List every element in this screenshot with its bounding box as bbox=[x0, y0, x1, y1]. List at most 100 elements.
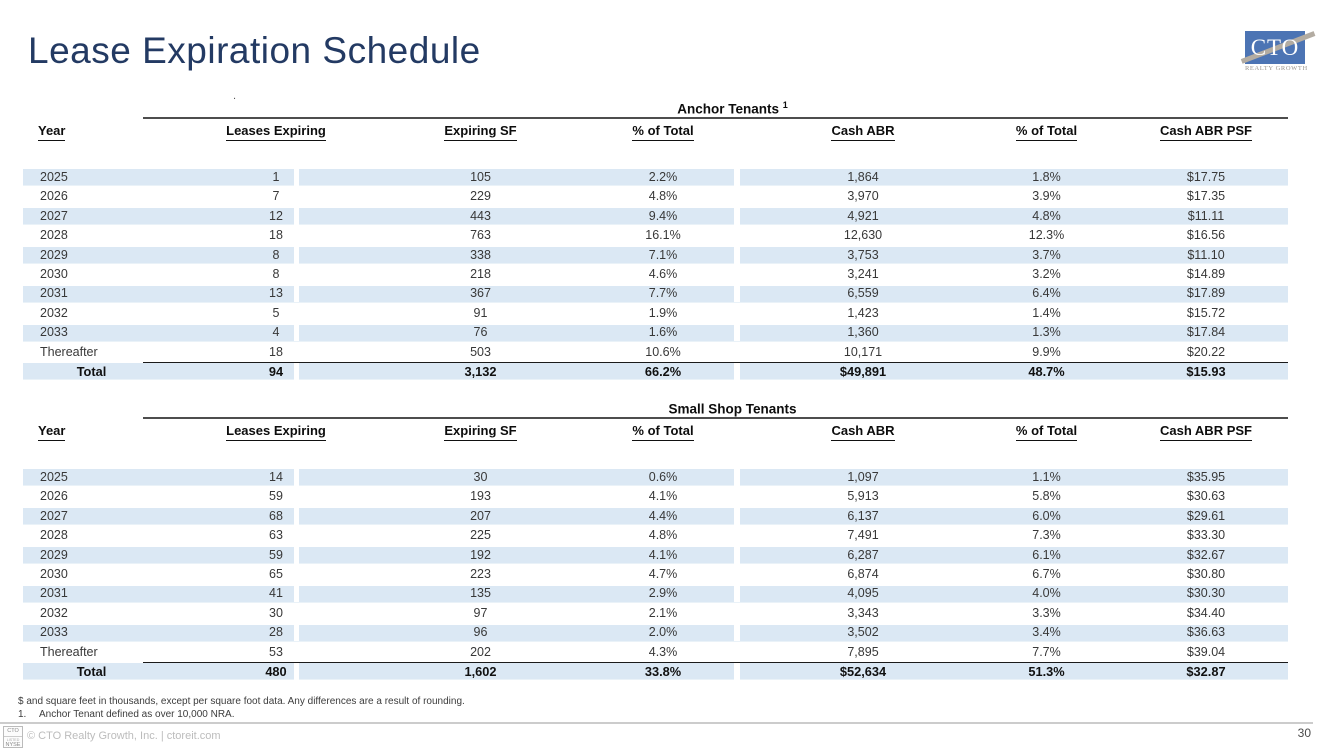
footnote-anchor-definition: 1. Anchor Tenant defined as over 10,000 N… bbox=[18, 709, 235, 720]
column-header-label: Cash ABR bbox=[831, 422, 895, 441]
value-cell: 2.0% bbox=[648, 625, 678, 640]
table-row: 2033 28 96 2.0% 3,502 3.4% $36.63 bbox=[23, 623, 1288, 643]
year-cell: 2032 bbox=[40, 305, 68, 320]
table-row: 2025 14 30 0.6% 1,097 1.1% $35.95 bbox=[23, 468, 1288, 488]
value-cell: 3,970 bbox=[847, 189, 879, 204]
total-value: 94 bbox=[268, 363, 284, 379]
table-row: 2030 65 223 4.7% 6,874 6.7% $30.80 bbox=[23, 565, 1288, 584]
total-row: Total 480 1,602 33.8% $52,634 51.3% $32.87 bbox=[23, 661, 1288, 682]
value-cell: 1,097 bbox=[847, 470, 879, 484]
value-cell: 193 bbox=[470, 489, 491, 504]
table-row: 2032 5 91 1.9% 1,423 1.4% $15.72 bbox=[23, 304, 1288, 323]
year-cell: 2029 bbox=[40, 547, 68, 562]
year-cell: 2027 bbox=[40, 208, 68, 223]
year-cell: Thereafter bbox=[40, 344, 98, 359]
small-shop-tenants-table: Small Shop Tenants Year Leases Expiring Ex… bbox=[0, 400, 1333, 685]
value-cell: $39.04 bbox=[1186, 644, 1226, 659]
column-header: Year bbox=[23, 120, 160, 142]
value-cell: 12.3% bbox=[1028, 228, 1065, 243]
value-cell: 30 bbox=[269, 605, 283, 620]
total-row: Total 94 3,132 66.2% $49,891 48.7% $15.93 bbox=[23, 361, 1288, 382]
value-cell: 4.1% bbox=[648, 547, 678, 562]
value-cell: $30.63 bbox=[1186, 489, 1226, 504]
footnote-number: 1. bbox=[18, 709, 27, 720]
value-cell: $15.72 bbox=[1186, 305, 1226, 320]
table-row: 2026 59 193 4.1% 5,913 5.8% $30.63 bbox=[23, 487, 1288, 506]
value-cell: $17.84 bbox=[1186, 325, 1226, 340]
value-cell: 14 bbox=[269, 470, 283, 484]
column-header: Leases Expiring bbox=[160, 420, 392, 442]
value-cell: 135 bbox=[470, 586, 491, 601]
value-cell: 91 bbox=[473, 305, 488, 320]
total-value: $49,891 bbox=[839, 363, 887, 379]
table-row: 2028 63 225 4.8% 7,491 7.3% $33.30 bbox=[23, 526, 1288, 545]
value-cell: 9.4% bbox=[648, 208, 678, 223]
value-cell: 59 bbox=[269, 547, 283, 562]
value-cell: 202 bbox=[470, 644, 491, 659]
value-cell: 7.7% bbox=[648, 286, 678, 301]
value-cell: 229 bbox=[470, 189, 491, 204]
footnote-rounding: $ and square feet in thousands, except p… bbox=[18, 696, 465, 707]
value-cell: 65 bbox=[269, 566, 283, 581]
column-header-label: Leases Expiring bbox=[226, 422, 326, 441]
value-cell: 4.1% bbox=[648, 489, 678, 504]
column-header: Cash ABR PSF bbox=[1124, 420, 1288, 442]
value-cell: 1 bbox=[272, 170, 280, 184]
value-cell: 4.4% bbox=[648, 508, 678, 523]
value-cell: 3,241 bbox=[847, 266, 879, 281]
value-cell: 2.9% bbox=[648, 586, 678, 601]
table-row: 2033 4 76 1.6% 1,360 1.3% $17.84 bbox=[23, 323, 1288, 343]
column-header: Expiring SF bbox=[392, 120, 569, 142]
column-header: Leases Expiring bbox=[160, 120, 392, 142]
year-cell: 2031 bbox=[40, 286, 68, 301]
value-cell: 4 bbox=[272, 325, 280, 340]
table-row: 2031 41 135 2.9% 4,095 4.0% $30.30 bbox=[23, 584, 1288, 604]
badge-nyse-label: NYSE bbox=[5, 742, 21, 749]
column-header: Cash ABR bbox=[757, 120, 969, 142]
table-row: 2028 18 763 16.1% 12,630 12.3% $16.56 bbox=[23, 226, 1288, 245]
page-title: Lease Expiration Schedule bbox=[28, 30, 481, 71]
column-header-label: Year bbox=[38, 422, 66, 441]
value-cell: 4.3% bbox=[648, 644, 678, 659]
table-header-row: Year Leases Expiring Expiring SF % of Total… bbox=[23, 420, 1288, 442]
value-cell: 223 bbox=[470, 566, 491, 581]
table-row: 2029 59 192 4.1% 6,287 6.1% $32.67 bbox=[23, 545, 1288, 565]
value-cell: 6,137 bbox=[847, 508, 879, 523]
value-cell: 3,343 bbox=[847, 605, 879, 620]
value-cell: 105 bbox=[470, 170, 491, 184]
value-cell: 225 bbox=[470, 528, 491, 543]
value-cell: $11.10 bbox=[1187, 247, 1225, 262]
table-row: 2032 30 97 2.1% 3,343 3.3% $34.40 bbox=[23, 604, 1288, 623]
value-cell: 30 bbox=[473, 470, 488, 484]
nyse-listed-badge: CTO LISTED NYSE bbox=[3, 726, 23, 748]
year-cell: 2030 bbox=[40, 266, 68, 281]
value-cell: 0.6% bbox=[648, 470, 678, 484]
table-row: 2029 8 338 7.1% 3,753 3.7% $11.10 bbox=[23, 245, 1288, 265]
value-cell: $36.63 bbox=[1186, 625, 1226, 640]
value-cell: 3.2% bbox=[1032, 266, 1061, 281]
year-cell: 2029 bbox=[40, 247, 68, 262]
value-cell: $34.40 bbox=[1186, 605, 1226, 620]
total-value: 33.8% bbox=[644, 663, 682, 679]
table-title-footnote-ref: 1 bbox=[782, 100, 788, 110]
footer-divider bbox=[0, 722, 1313, 724]
table-row: 2030 8 218 4.6% 3,241 3.2% $14.89 bbox=[23, 265, 1288, 284]
value-cell: 2.1% bbox=[648, 605, 678, 620]
badge-cto-label: CTO bbox=[4, 727, 22, 737]
value-cell: 5,913 bbox=[847, 489, 879, 504]
year-cell: Thereafter bbox=[40, 644, 98, 659]
value-cell: 3.3% bbox=[1032, 605, 1061, 620]
value-cell: $29.61 bbox=[1186, 508, 1226, 523]
total-label: Total bbox=[76, 663, 107, 679]
value-cell: 97 bbox=[473, 605, 488, 620]
value-cell: 3,502 bbox=[847, 625, 879, 640]
value-cell: 7,491 bbox=[847, 528, 879, 543]
copyright-text: © CTO Realty Growth, Inc. | ctoreit.com bbox=[27, 730, 221, 742]
column-header: % of Total bbox=[969, 420, 1124, 442]
value-cell: 59 bbox=[269, 489, 283, 504]
value-cell: 192 bbox=[470, 547, 491, 562]
value-cell: $33.30 bbox=[1186, 528, 1226, 543]
value-cell: 76 bbox=[473, 325, 488, 340]
value-cell: $32.67 bbox=[1186, 547, 1226, 562]
value-cell: 3.9% bbox=[1032, 189, 1061, 204]
